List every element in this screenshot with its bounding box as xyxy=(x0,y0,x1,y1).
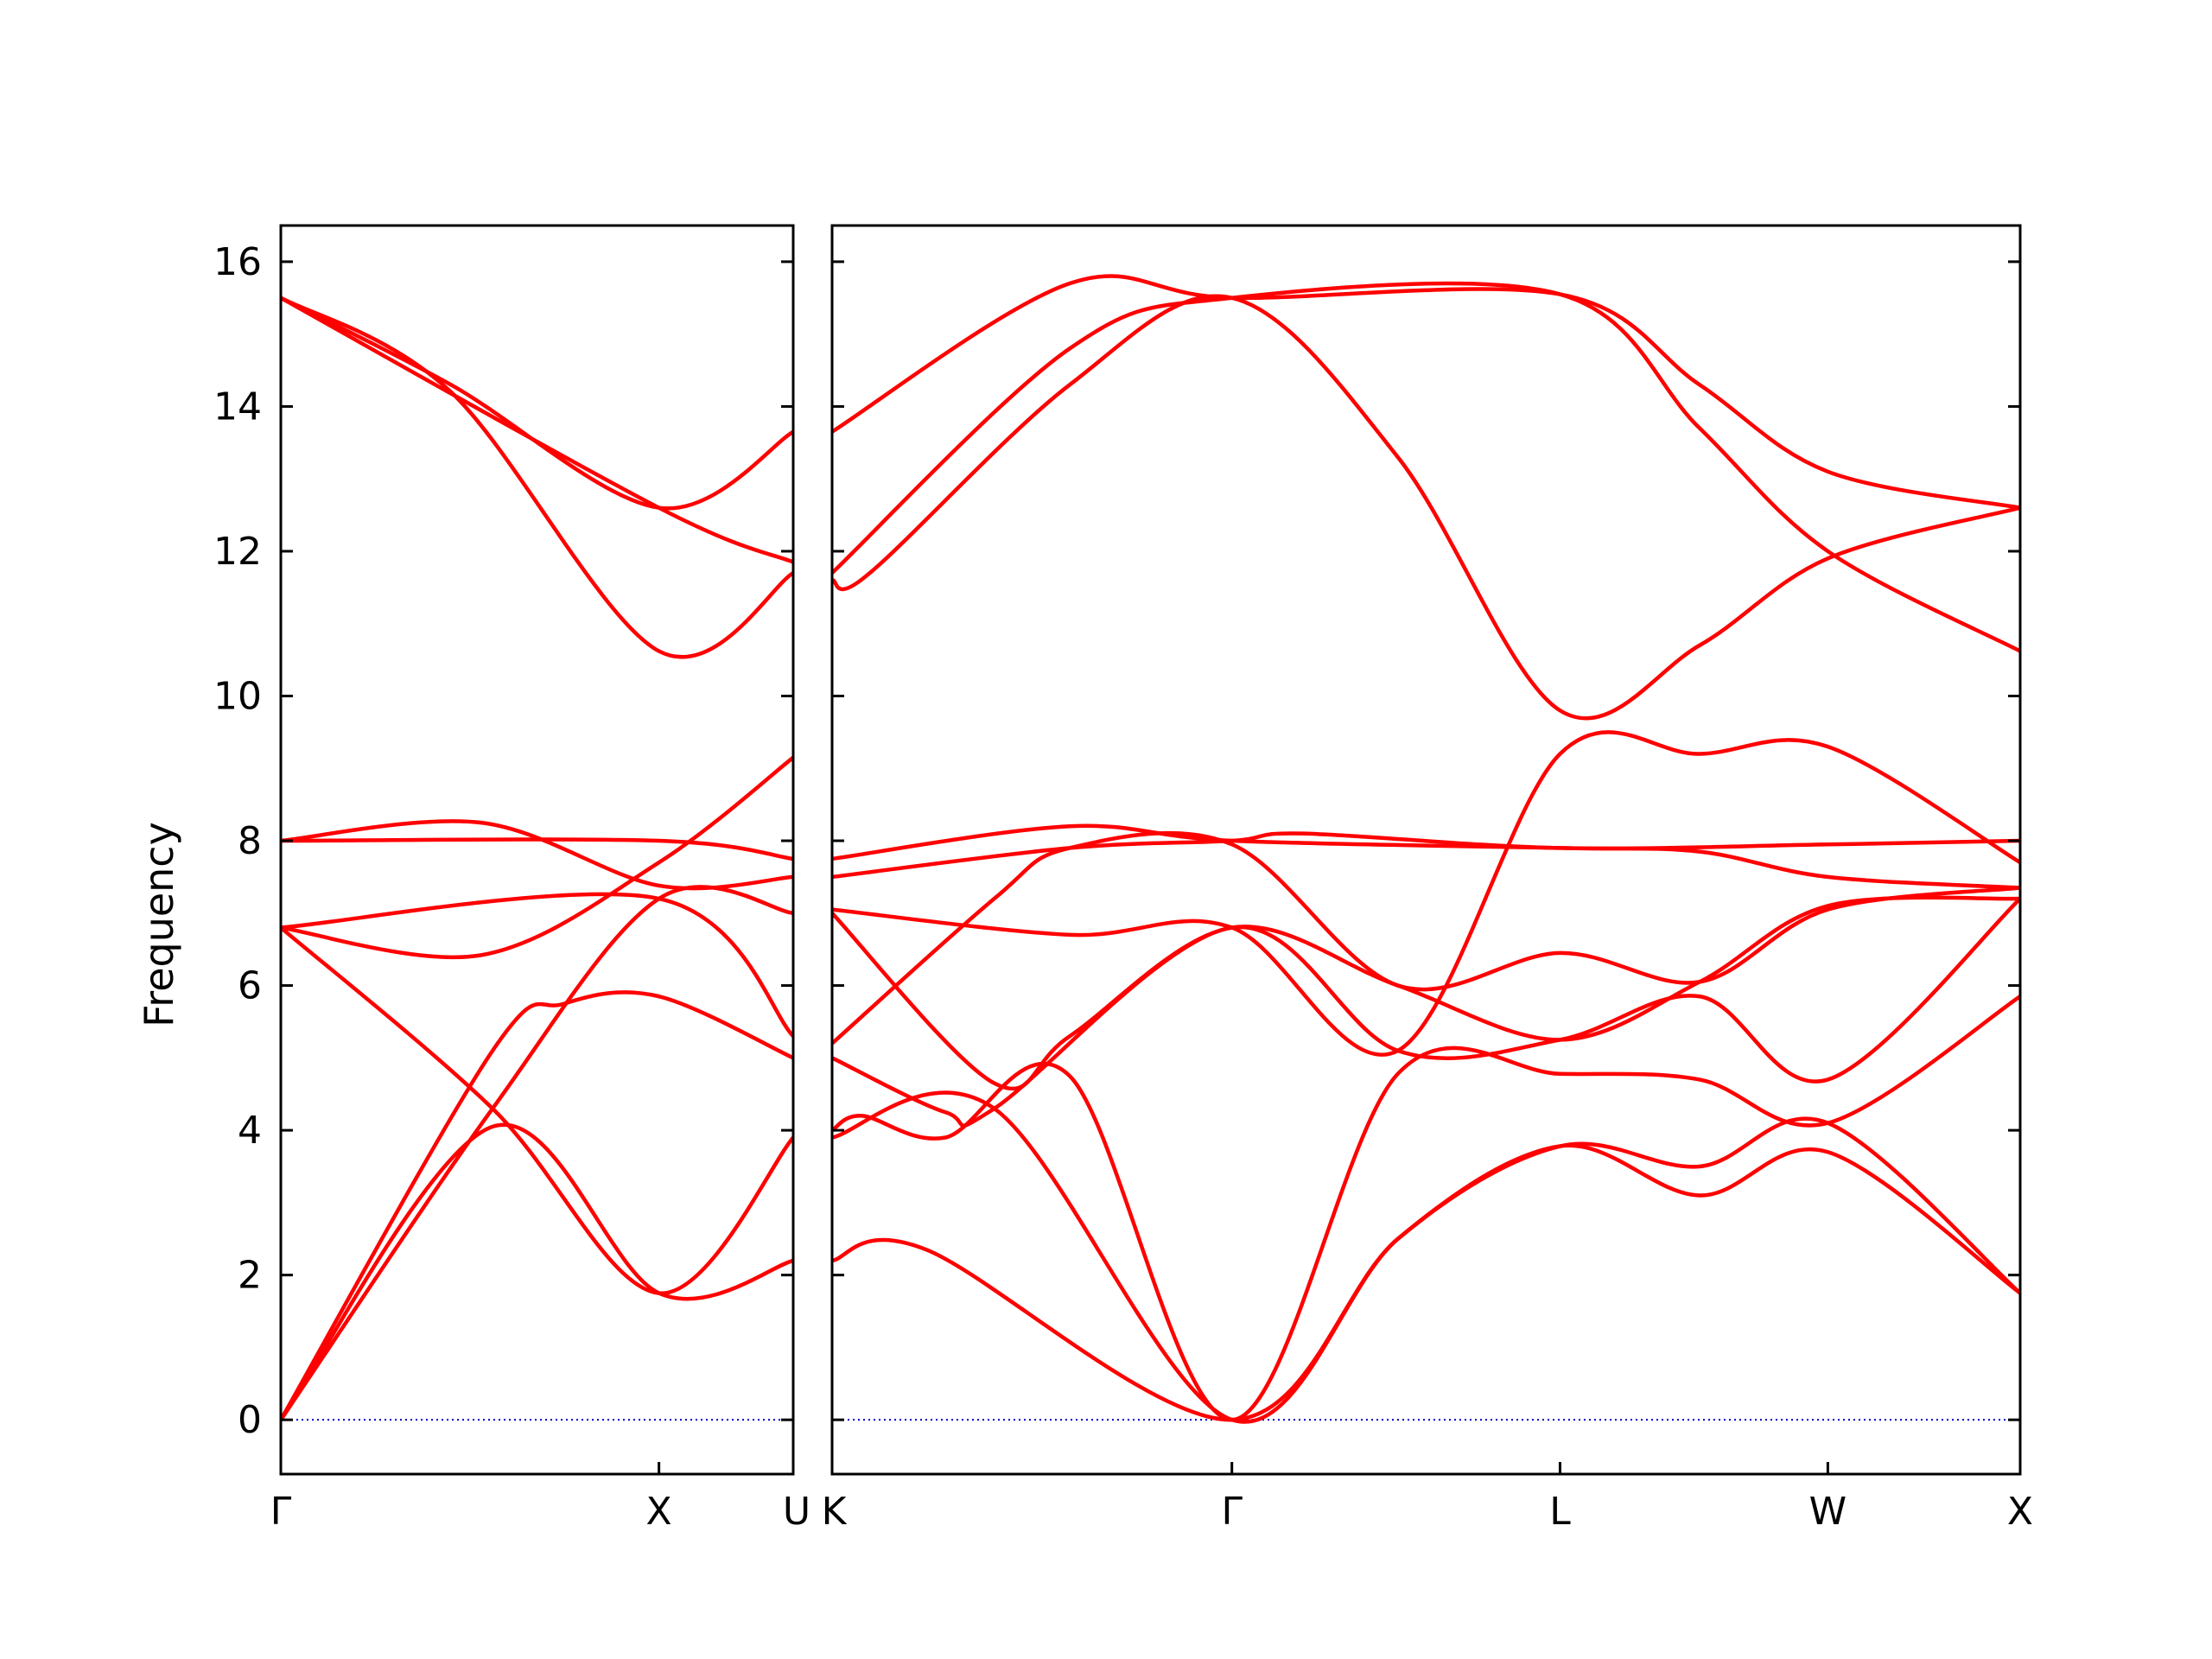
panel-frame xyxy=(279,224,795,1476)
y-tick-label: 10 xyxy=(213,674,262,718)
bands-group xyxy=(832,274,2020,1424)
band-6 xyxy=(832,830,2020,1046)
y-tick-label: 14 xyxy=(213,385,262,429)
y-tick-label: 12 xyxy=(213,530,262,574)
band-10 xyxy=(281,296,793,511)
x-tick-label: Γ xyxy=(1221,1490,1243,1534)
band-1 xyxy=(281,1122,793,1422)
band-8 xyxy=(281,837,793,861)
y-tick-label: 16 xyxy=(213,240,262,284)
panel-1: 0 2 4 6 8 10 12 14 16 Γ X U xyxy=(213,224,810,1534)
band-2 xyxy=(832,1090,2020,1424)
x-tick-label: L xyxy=(1549,1490,1571,1534)
band-7 xyxy=(281,819,793,891)
band-12 xyxy=(832,274,2020,510)
panel-frame xyxy=(830,224,2022,1476)
x-tick-label: W xyxy=(1809,1490,1847,1534)
y-axis-label-group: Frequency xyxy=(136,822,182,1027)
band-11 xyxy=(281,296,793,564)
y-tick-label: 6 xyxy=(238,964,262,1008)
y-tick-label: 8 xyxy=(238,819,262,863)
band-4 xyxy=(281,925,793,1295)
band-1 xyxy=(832,1143,2020,1422)
band-5 xyxy=(281,755,793,960)
band-9 xyxy=(281,296,793,659)
x-tick-label: X xyxy=(2007,1490,2033,1534)
plot-layer: 0 2 4 6 8 10 12 14 16 Γ X U K Γ L W X xyxy=(213,224,2033,1534)
band-7 xyxy=(832,730,2020,1057)
band-8 xyxy=(832,823,2020,890)
y-tick-label: 0 xyxy=(238,1398,262,1442)
y-tick-label: 2 xyxy=(238,1254,262,1298)
band-6 xyxy=(281,892,793,1039)
band-4 xyxy=(832,896,2020,1128)
x-tick-label: Γ xyxy=(270,1490,292,1534)
x-tick-label: X xyxy=(646,1490,672,1534)
bands-group xyxy=(281,296,793,1422)
band-3 xyxy=(281,990,793,1422)
band-10 xyxy=(832,294,2020,721)
band-11 xyxy=(832,281,2020,653)
x-tick-label: K xyxy=(822,1490,848,1534)
band-5 xyxy=(832,895,2020,1091)
y-tick-label: 4 xyxy=(238,1109,262,1153)
band-2 xyxy=(281,885,793,1422)
band-3 xyxy=(832,994,2020,1422)
band-9 xyxy=(832,831,2020,880)
y-axis-label: Frequency xyxy=(136,822,182,1027)
x-tick-label: U xyxy=(783,1490,810,1534)
